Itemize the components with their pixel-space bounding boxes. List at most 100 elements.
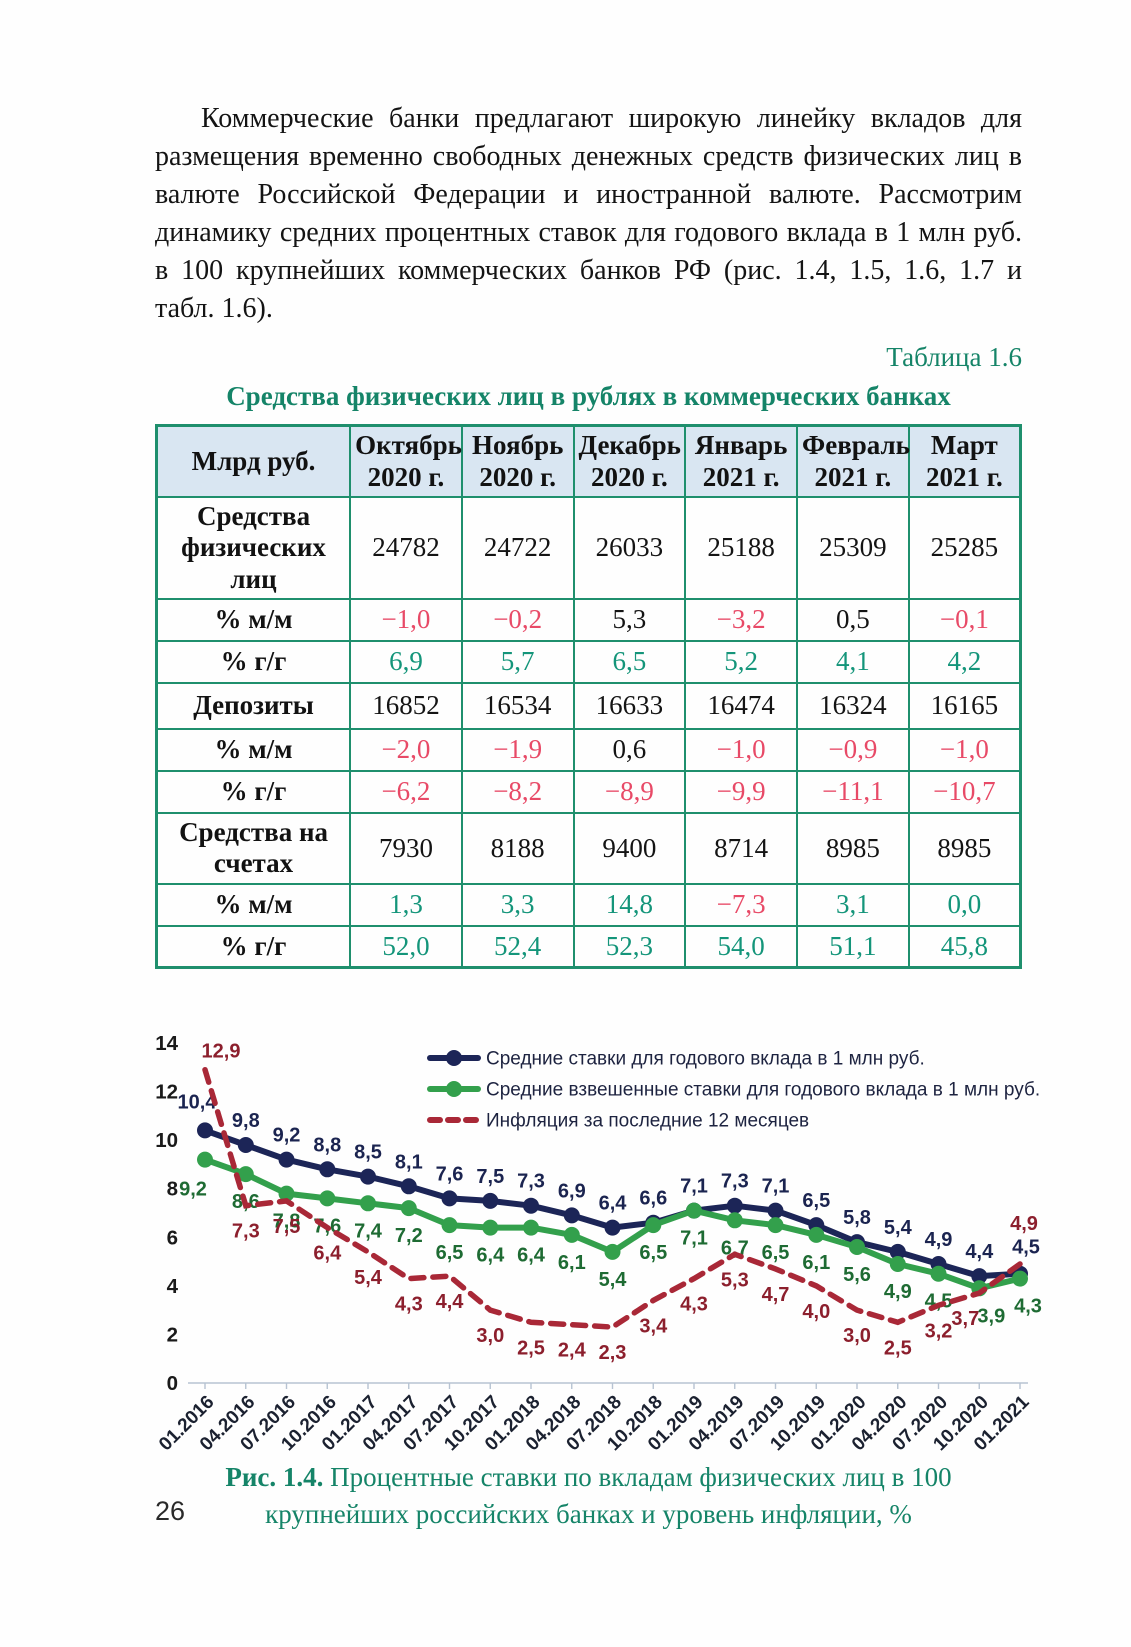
y-tick-label: 6 [167,1226,178,1249]
data-point-label: 4,3 [395,1294,423,1316]
data-point-marker [441,1217,458,1234]
data-point-label: 5,8 [843,1207,871,1229]
table-row: Средства на счетах 7930 8188 9400 8714 8985 89… [155,812,1022,885]
table-cell: 24782 [349,496,463,601]
table-month-header-cell: Декабрь 2020 г. [572,424,687,499]
table-cell: 52,0 [349,924,463,969]
table-cell: 3,3 [460,882,575,927]
table-cell: −0,1 [907,598,1022,643]
data-point-label: 6,4 [599,1193,628,1215]
table-cell: 4,2 [907,640,1022,685]
x-axis [188,1382,1028,1390]
data-point-label: 3,0 [476,1325,504,1347]
data-point-label: 7,1 [680,1228,708,1250]
table-cell: 16534 [460,682,575,731]
data-point-label: 6,1 [802,1252,830,1274]
table-cell: 26033 [572,496,687,601]
data-point-label: 4,0 [802,1301,830,1323]
table-cell: 9400 [572,812,687,885]
data-point-label: 4,5 [925,1291,953,1313]
chart-legend: Средние ставки для годового вклада в 1 м… [427,1049,1040,1132]
rates-inflation-chart: 0 2 4 6 8 10 12 14 01.2016 04.2016 07.2016 10.2016 0… [140,983,1045,1455]
table-cell: 0,6 [572,728,687,773]
table-cell: 14,8 [572,882,687,927]
data-point-marker [237,1137,254,1154]
data-point-label: 6,1 [558,1252,586,1274]
table-header-row: Млрд руб. Октябрь 2020 г. Ноябрь 2020 г. Де… [155,424,1022,499]
table-title: Средства физических лиц в рублях в комме… [226,381,951,412]
data-point-label: 7,8 [273,1211,301,1233]
table-cell: 16474 [684,682,799,731]
data-point-marker [849,1239,865,1256]
table-cell: 16324 [796,682,910,731]
data-point-label: 4,9 [884,1281,912,1303]
data-point-label: 6,5 [639,1242,667,1264]
table-cell: 16852 [349,682,463,731]
table-cell: −1,9 [460,728,575,773]
data-point-label: 4,7 [762,1284,790,1306]
data-point-marker [686,1202,702,1219]
table-cell: 4,1 [796,640,910,685]
table-row-label: % г/г [155,640,352,685]
table-row: % г/г 6,9 5,7 6,5 5,2 4,1 4,2 [155,640,1022,685]
data-point-label: 7,6 [436,1164,464,1186]
data-point-label: 9,2 [273,1125,301,1147]
data-point-label: 4,5 [1012,1237,1040,1259]
table-cell: −1,0 [907,728,1022,773]
data-point-marker [767,1202,784,1219]
y-tick-label: 14 [155,1032,178,1055]
figure-label: Рис. 1.4. [225,1462,324,1493]
data-point-label: 7,1 [680,1176,708,1198]
table-row: % г/г −6,2 −8,2 −8,9 −9,9 −11,1 −10,7 [155,770,1022,815]
data-point-marker [889,1256,906,1273]
table-row: % г/г 52,0 52,4 52,3 54,0 51,1 45,8 [155,924,1022,969]
table-row-label: Депозиты [155,682,352,731]
table-header: Млрд руб. Октябрь 2020 г. Ноябрь 2020 г. Де… [155,424,1022,499]
data-point-marker [360,1195,376,1212]
table-cell: 52,4 [460,924,575,969]
deposits-table: Млрд руб. Октябрь 2020 г. Ноябрь 2020 г. Де… [155,424,1022,970]
data-point-marker [400,1178,417,1195]
data-point-marker [930,1265,947,1282]
table-row-label: Средства на счетах [155,812,352,885]
table-cell: −10,7 [907,770,1022,815]
data-point-marker [563,1207,580,1224]
series-2-line [202,1067,1023,1331]
series-2-labels: 12,9 7,3 7,5 6,4 5,4 4,3 4,4 3,0 2,5 2,4 2,3 3,4 4,3… [202,1041,1038,1364]
table-cell: 3,1 [796,882,910,927]
data-point-marker [278,1151,295,1168]
table-month-header-cell: Март 2021 г. [907,424,1022,499]
data-point-marker [482,1193,499,1210]
data-point-label: 8,8 [313,1134,341,1156]
table-cell: 8714 [684,812,799,885]
table-cell: 8985 [907,812,1022,885]
y-tick-label: 2 [167,1324,178,1347]
data-point-label: 6,4 [313,1243,342,1265]
table-cell: −9,9 [684,770,799,815]
data-point-marker [604,1244,621,1261]
table-cell: 5,3 [572,598,687,643]
table-row-label: % м/м [155,882,352,927]
data-point-label: 5,6 [843,1264,871,1286]
chart-canvas: 0 2 4 6 8 10 12 14 01.201604.201607.201610.20160… [155,1032,1042,1455]
y-axis-labels: 0 2 4 6 8 10 12 14 [155,1032,178,1395]
data-point-label: 2,4 [558,1340,587,1362]
data-point-label: 6,4 [476,1245,505,1267]
data-point-label: 7,5 [476,1166,504,1188]
data-point-marker [645,1217,662,1234]
y-tick-label: 4 [167,1275,179,1298]
data-point-label: 6,5 [762,1242,790,1264]
data-point-marker [197,1122,213,1139]
table-cell: 6,9 [349,640,463,685]
data-point-marker [400,1200,417,1217]
data-point-label: 12,9 [202,1041,241,1063]
data-point-marker [319,1190,336,1207]
data-point-label: 2,3 [599,1342,627,1364]
data-point-label: 9,2 [179,1179,207,1201]
table-cell: −8,9 [572,770,687,815]
data-point-marker [319,1161,336,1178]
table-month-header-cell: Октябрь 2020 г. [349,424,463,499]
table-cell: 6,5 [572,640,687,685]
data-point-label: 4,4 [436,1291,465,1313]
